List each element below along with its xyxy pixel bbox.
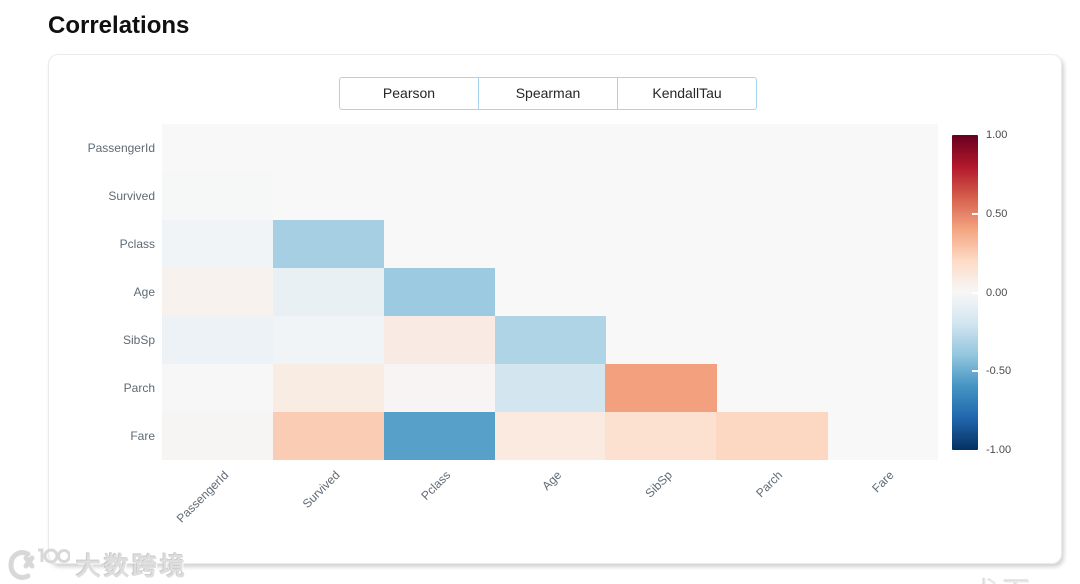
heatmap-cell-Pclass-Survived[interactable] <box>272 220 385 268</box>
correlation-method-tab-group: Pearson Spearman KendallTau <box>339 77 757 110</box>
heatmap-cell-SibSp-PassengerId[interactable] <box>162 316 274 364</box>
heatmap-cell-Parch-Survived[interactable] <box>272 364 385 412</box>
heatmap-cell-Fare-Pclass[interactable] <box>383 412 496 460</box>
y-axis-label-Pclass: Pclass <box>119 237 155 251</box>
colorbar-tick-mark <box>972 291 978 294</box>
heatmap-plot-area <box>162 124 938 460</box>
heatmap-cell-SibSp-Pclass[interactable] <box>383 316 496 364</box>
watermark-text: 大数跨境 <box>76 553 189 581</box>
y-axis-label-Age: Age <box>133 285 155 299</box>
heatmap-cell-Survived-PassengerId[interactable] <box>162 172 274 220</box>
dashu-100-logo-icon <box>8 548 70 580</box>
colorbar-tick-mark <box>972 212 978 215</box>
heatmap-cell-Pclass-PassengerId[interactable] <box>162 220 274 268</box>
heatmap-cell-Parch-PassengerId[interactable] <box>162 364 274 412</box>
y-axis-label-PassengerId: PassengerId <box>87 141 155 155</box>
heatmap-cell-Age-Survived[interactable] <box>272 268 385 316</box>
tab-pearson[interactable]: Pearson <box>339 77 479 110</box>
heatmap-cell-Parch-SibSp[interactable] <box>605 364 717 412</box>
y-axis-label-SibSp: SibSp <box>122 333 155 347</box>
heatmap-cell-Fare-Parch[interactable] <box>716 412 828 460</box>
y-axis-label-Parch: Parch <box>123 381 155 395</box>
heatmap-cell-Fare-PassengerId[interactable] <box>162 412 274 460</box>
colorbar-tick-label: 0.50 <box>986 207 1008 220</box>
colorbar-tick-label: -0.50 <box>986 365 1012 378</box>
watermark-bottom-right: 尤而小屋 <box>929 571 1061 584</box>
heatmap-cell-Fare-Survived[interactable] <box>272 412 385 460</box>
heatmap-cell-SibSp-Age[interactable] <box>494 316 606 364</box>
y-axis-label-Survived: Survived <box>108 189 155 203</box>
heatmap-cell-Parch-Age[interactable] <box>494 364 606 412</box>
page-title: Correlations <box>48 12 190 39</box>
tab-spearman[interactable]: Spearman <box>478 77 618 110</box>
heatmap-cell-Fare-Age[interactable] <box>494 412 606 460</box>
y-axis-label-Fare: Fare <box>130 429 155 443</box>
heatmap-cell-Fare-SibSp[interactable] <box>605 412 717 460</box>
heatmap-cell-Parch-Pclass[interactable] <box>383 364 496 412</box>
heatmap-cell-Age-PassengerId[interactable] <box>162 268 274 316</box>
colorbar-tick-mark <box>972 370 978 373</box>
heatmap-cell-Age-Pclass[interactable] <box>383 268 496 316</box>
colorbar-tick-label: 0.00 <box>986 286 1008 299</box>
tab-kendalltau[interactable]: KendallTau <box>617 77 757 110</box>
watermark-text: 尤而小屋 <box>972 571 1061 584</box>
colorbar-tick-label: -1.00 <box>986 444 1012 456</box>
colorbar-tick-label: 1.00 <box>986 129 1008 141</box>
heatmap-cell-SibSp-Survived[interactable] <box>272 316 385 364</box>
watermark-bottom-left: 大数跨境 <box>6 546 188 584</box>
